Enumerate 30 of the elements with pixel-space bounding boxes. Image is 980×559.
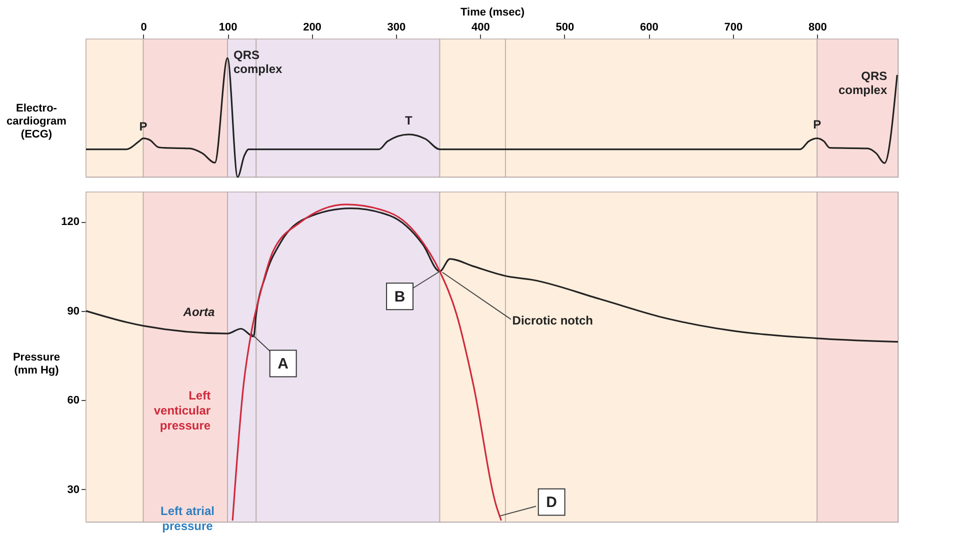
line-series: [85, 208, 899, 343]
annotation: T: [404, 113, 413, 128]
annotation: P: [139, 119, 148, 134]
x-tick-label: 600: [640, 22, 658, 34]
series-label: Aorta: [182, 304, 215, 319]
y-tick-label: 60: [67, 394, 80, 407]
line-series: [232, 204, 502, 522]
y-tick-label: 120: [61, 216, 80, 228]
annotation: Dicrotic notch: [512, 313, 593, 328]
y-tick-label: 90: [67, 305, 80, 318]
annotation: Left atrial pressure: [160, 504, 215, 533]
annotation: QRS complex: [838, 68, 888, 97]
x-tick-label: 500: [556, 22, 574, 34]
annotation: B: [394, 288, 406, 306]
annotation: D: [546, 494, 558, 512]
x-tick-label: 800: [808, 22, 827, 34]
annotation: A: [278, 356, 289, 373]
annotation: QRS complex: [234, 48, 283, 76]
annotation: P: [813, 117, 822, 132]
x-tick-label: 200: [303, 22, 322, 34]
x-tick-label: 700: [724, 22, 743, 34]
y-axis-title: Electro- cardiogram (ECG): [6, 102, 67, 140]
y-axis-title: Pressure (mm Hg): [12, 352, 60, 376]
y-tick-label: 30: [67, 484, 80, 496]
text: Left venticular pressure: [154, 388, 211, 433]
x-axis-title: Time (msec): [460, 6, 525, 18]
x-tick-label: 0: [140, 22, 147, 34]
x-tick-label: 300: [387, 22, 406, 34]
x-tick-label: 400: [472, 22, 490, 34]
x-tick-label: 100: [218, 22, 238, 34]
